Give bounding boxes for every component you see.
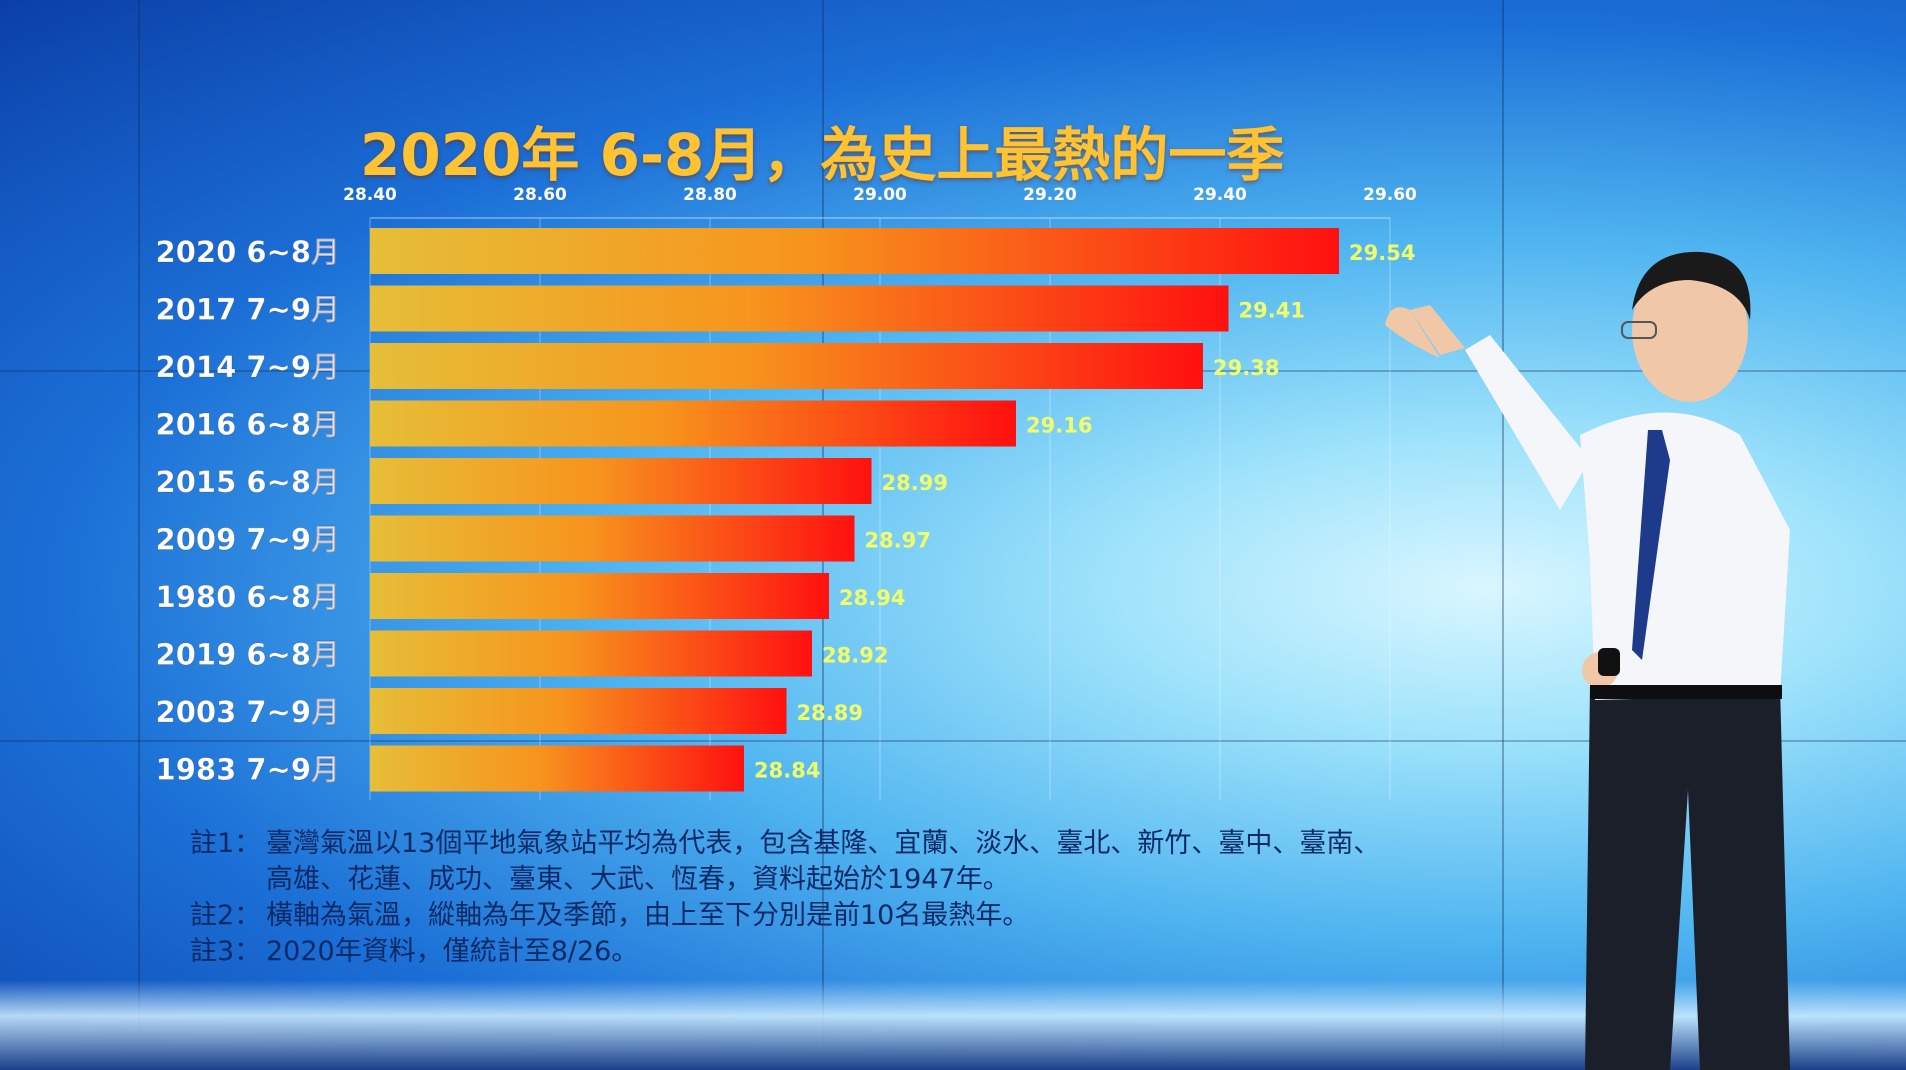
value-label: 28.97 <box>865 529 931 553</box>
chart-title: 2020年 6-8月，為史上最熱的一季 <box>360 121 1285 189</box>
presenter-illustration <box>1385 251 1790 1070</box>
category-label: 2015 6~8月 <box>156 465 340 499</box>
bar <box>370 343 1203 389</box>
category-label: 2019 6~8月 <box>156 638 340 672</box>
category-label: 2003 7~9月 <box>156 695 340 729</box>
x-tick-label: 29.00 <box>853 185 907 205</box>
note-1-continued: 高雄、花蓮、成功、臺東、大武、恆春，資料起始於1947年。 <box>190 862 1450 898</box>
value-label: 28.89 <box>797 701 863 725</box>
note-1: 註1： 臺灣氣溫以13個平地氣象站平均為代表，包含基隆、宜蘭、淡水、臺北、新竹、臺… <box>190 826 1450 862</box>
bar <box>370 458 872 504</box>
note-label: 註1： <box>190 828 262 859</box>
category-labels: 2020 6~8月 2017 7~9月 2014 7~9月 2016 6~8月 2015… <box>155 235 340 787</box>
value-label: 29.54 <box>1349 241 1415 265</box>
note-label <box>190 862 266 898</box>
category-label: 2014 7~9月 <box>156 350 340 384</box>
x-tick-label: 29.40 <box>1193 185 1247 205</box>
x-tick-label: 29.20 <box>1023 185 1077 205</box>
note-3: 註3： 2020年資料，僅統計至8/26。 <box>190 934 1450 970</box>
value-label: 29.41 <box>1239 299 1305 323</box>
bar <box>370 400 1016 447</box>
value-label: 29.38 <box>1213 356 1279 380</box>
bars <box>370 228 1339 792</box>
category-label: 2009 7~9月 <box>156 523 340 557</box>
note-text: 橫軸為氣溫，縱軸為年及季節，由上至下分別是前10名最熱年。 <box>266 900 1030 931</box>
value-label: 28.99 <box>882 471 948 495</box>
x-tick-label: 28.40 <box>343 185 397 205</box>
footnotes: 註1： 臺灣氣溫以13個平地氣象站平均為代表，包含基隆、宜蘭、淡水、臺北、新竹、臺… <box>190 826 1450 970</box>
note-2: 註2： 橫軸為氣溫，縱軸為年及季節，由上至下分別是前10名最熱年。 <box>190 898 1450 934</box>
x-tick-label: 28.60 <box>513 185 567 205</box>
value-label: 28.94 <box>839 586 905 610</box>
value-label: 29.16 <box>1026 414 1092 438</box>
note-label: 註3： <box>190 936 262 967</box>
category-label: 2016 6~8月 <box>156 408 340 442</box>
note-label: 註2： <box>190 900 262 931</box>
bar <box>370 688 787 734</box>
bar <box>370 285 1229 332</box>
bar <box>370 573 829 619</box>
category-label: 1983 7~9月 <box>156 753 340 787</box>
note-text: 2020年資料，僅統計至8/26。 <box>266 936 639 967</box>
x-axis-ticks: 28.40 28.60 28.80 29.00 29.20 29.40 29.60 <box>343 185 1417 205</box>
x-tick-label: 29.60 <box>1363 185 1417 205</box>
value-label: 28.92 <box>822 644 888 668</box>
category-label: 2020 6~8月 <box>156 235 340 269</box>
category-label: 2017 7~9月 <box>156 293 340 327</box>
bar <box>370 745 744 792</box>
value-labels: 29.54 29.41 29.38 29.16 28.99 28.97 28.94 28.92… <box>754 241 1415 783</box>
bar <box>370 630 812 677</box>
note-text: 臺灣氣溫以13個平地氣象站平均為代表，包含基隆、宜蘭、淡水、臺北、新竹、臺中、臺… <box>266 828 1381 859</box>
bar <box>370 515 855 562</box>
x-tick-label: 28.80 <box>683 185 737 205</box>
bar <box>370 228 1339 274</box>
note-text: 高雄、花蓮、成功、臺東、大武、恆春，資料起始於1947年。 <box>266 864 1010 895</box>
category-label: 1980 6~8月 <box>156 580 340 614</box>
value-label: 28.84 <box>754 759 820 783</box>
